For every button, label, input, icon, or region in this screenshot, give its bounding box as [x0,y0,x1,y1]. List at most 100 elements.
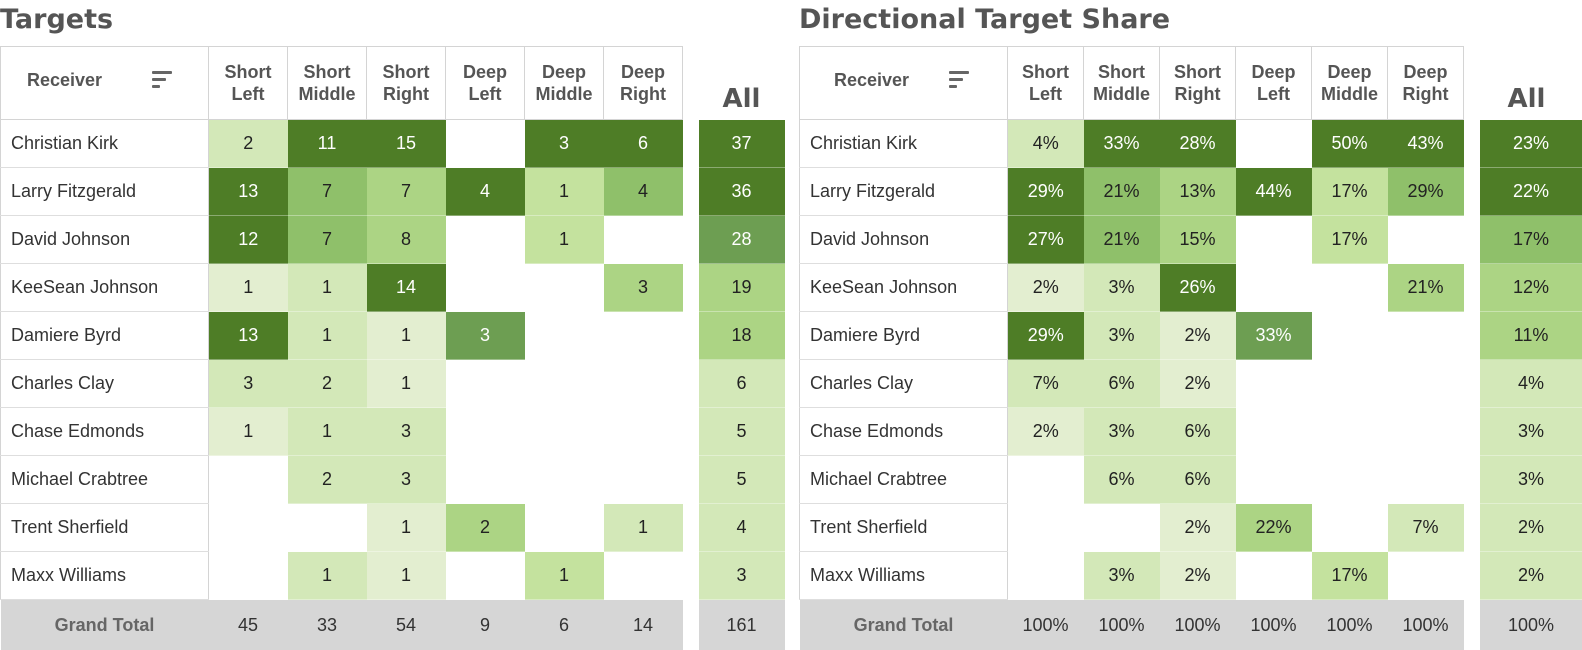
gap [1464,120,1480,168]
heat-cell [446,216,525,264]
heat-cell: 6% [1084,456,1160,504]
heat-cell: 22% [1236,504,1312,552]
heat-cell [525,360,604,408]
col-header: Short Left [1008,47,1084,120]
all-header: All [1480,47,1582,120]
heat-cell: 29% [1388,168,1464,216]
receiver-name: Trent Sherfield [800,504,1008,552]
receiver-name: Maxx Williams [800,552,1008,600]
gap [683,47,699,120]
gap [1464,312,1480,360]
heat-cell: 11 [288,120,367,168]
heat-cell [209,504,288,552]
gap [1464,216,1480,264]
gap [1464,408,1480,456]
total-cell: 9 [446,600,525,650]
sort-icon[interactable] [152,71,172,91]
heat-cell: 3% [1084,552,1160,600]
heat-cell [604,312,683,360]
col-header-label: Deep Middle [536,62,593,104]
heat-cell: 1 [367,552,446,600]
gap [683,552,699,600]
receiver-header-label: Receiver [27,69,102,91]
heat-cell [1312,264,1388,312]
heat-cell: 2 [446,504,525,552]
col-header-label: Short Left [225,62,272,104]
heat-cell: 2% [1160,360,1236,408]
all-cell: 6 [699,360,785,408]
col-header: Short Right [367,47,446,120]
col-header: Deep Right [604,47,683,120]
heat-cell [446,360,525,408]
total-cell: 6 [525,600,604,650]
col-header-label: Short Left [1022,62,1069,104]
heat-cell [1312,360,1388,408]
heat-cell [1236,360,1312,408]
heat-cell: 3 [525,120,604,168]
heat-cell: 43% [1388,120,1464,168]
heat-cell [1008,456,1084,504]
sort-icon[interactable] [949,71,969,91]
heat-cell [525,264,604,312]
col-header-label: Deep Right [1403,62,1449,104]
heat-cell: 15 [367,120,446,168]
all-cell: 28 [699,216,785,264]
heat-cell: 6 [604,120,683,168]
receiver-name: KeeSean Johnson [1,264,209,312]
total-cell: 100% [1008,600,1084,650]
gap [1464,168,1480,216]
heat-cell [1388,312,1464,360]
gap [683,360,699,408]
col-header-label: Short Right [1174,62,1221,104]
receiver-name: Damiere Byrd [800,312,1008,360]
all-cell: 37 [699,120,785,168]
receiver-name: Christian Kirk [800,120,1008,168]
heat-cell: 1 [367,504,446,552]
total-cell: 100% [1388,600,1464,650]
all-cell: 5 [699,456,785,504]
heat-cell: 12 [209,216,288,264]
col-header: Short Right [1160,47,1236,120]
heat-cell: 13 [209,312,288,360]
heat-cell: 2% [1160,312,1236,360]
heat-cell: 21% [1084,168,1160,216]
all-cell: 4% [1480,360,1582,408]
heat-cell: 4 [446,168,525,216]
heat-cell [525,456,604,504]
gap [1464,264,1480,312]
heat-cell: 2% [1160,552,1236,600]
heat-cell [1236,120,1312,168]
col-header-label: Short Right [383,62,430,104]
gap [683,600,699,650]
receiver-header[interactable]: Receiver [1,47,209,120]
heat-cell [209,552,288,600]
gap [683,216,699,264]
receiver-header[interactable]: Receiver [800,47,1008,120]
all-cell: 2% [1480,504,1582,552]
all-cell: 3% [1480,456,1582,504]
gap [1464,360,1480,408]
all-header: All [699,47,785,120]
targets-panel: Targets Receiver Short Left Short Middle… [0,0,790,648]
all-cell: 3% [1480,408,1582,456]
heat-cell [525,312,604,360]
all-cell: 23% [1480,120,1582,168]
total-cell: 45 [209,600,288,650]
heat-cell: 3 [604,264,683,312]
heat-cell: 3% [1084,312,1160,360]
heat-cell: 1 [288,552,367,600]
heat-cell [288,504,367,552]
gap [683,264,699,312]
col-header: Deep Right [1388,47,1464,120]
heat-cell [525,504,604,552]
heat-cell [1388,216,1464,264]
receiver-name: Maxx Williams [1,552,209,600]
heat-cell: 14 [367,264,446,312]
heat-cell [604,408,683,456]
